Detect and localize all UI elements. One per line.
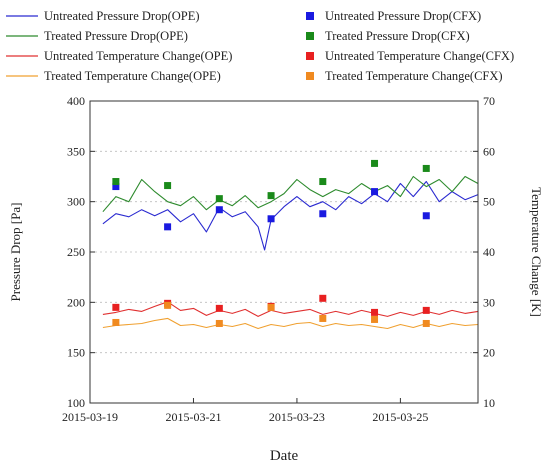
legend: Untreated Pressure Drop(OPE) Treated Pres…	[6, 9, 514, 83]
y2-tick-label: 30	[483, 295, 495, 309]
y2-tick-label: 60	[483, 144, 495, 158]
x-tick-label: 2015-03-25	[372, 410, 428, 424]
legend-swatch	[306, 32, 314, 40]
x-tick-label: 2015-03-21	[165, 410, 221, 424]
series-marker	[319, 294, 327, 302]
y2-tick-label: 10	[483, 396, 495, 410]
series-marker	[164, 301, 172, 309]
axes: 100 150 200 250 300 350 400 10 20 30 40 50 60 70 2015-…	[62, 94, 495, 424]
y-tick-label: 200	[67, 295, 85, 309]
series-line	[102, 317, 479, 330]
legend-swatch	[306, 72, 314, 80]
y-axis-title-left: Pressure Drop [Pa]	[8, 203, 23, 302]
series-marker	[112, 318, 120, 326]
series-marker	[215, 206, 223, 214]
series-marker	[422, 164, 430, 172]
legend-swatch	[306, 12, 314, 20]
series-line	[102, 301, 479, 317]
series-marker	[164, 223, 172, 231]
y-tick-label: 250	[67, 245, 85, 259]
legend-swatch	[306, 52, 314, 60]
series-line	[102, 175, 479, 213]
series-marker	[371, 308, 379, 316]
y2-tick-label: 50	[483, 195, 495, 209]
legend-label: Untreated Temperature Change(CFX)	[325, 49, 514, 63]
series-marker	[215, 319, 223, 327]
series-marker	[422, 319, 430, 327]
series-marker	[371, 159, 379, 167]
series-marker	[319, 314, 327, 322]
series-marker	[164, 182, 172, 190]
x-axis-title: Date	[270, 448, 299, 464]
y-tick-label: 150	[67, 346, 85, 360]
legend-label: Untreated Temperature Change(OPE)	[44, 49, 232, 63]
legend-label: Treated Pressure Drop(OPE)	[44, 29, 188, 43]
series-marker	[112, 303, 120, 311]
legend-label: Treated Temperature Change(CFX)	[325, 69, 503, 83]
legend-label: Untreated Pressure Drop(OPE)	[44, 9, 200, 23]
series-marker	[371, 315, 379, 323]
series-marker	[319, 210, 327, 218]
series-marker	[371, 188, 379, 196]
series-marker	[267, 303, 275, 311]
series-marker	[267, 192, 275, 200]
y-tick-label: 300	[67, 195, 85, 209]
y-tick-label: 400	[67, 94, 85, 108]
x-tick-label: 2015-03-19	[62, 410, 118, 424]
y-axis-title-right: Temperature Change [K]	[529, 187, 544, 317]
plot-frame	[89, 100, 479, 404]
series-marker	[112, 183, 120, 191]
y-tick-label: 100	[67, 396, 85, 410]
series-marker	[215, 304, 223, 312]
y2-tick-label: 20	[483, 346, 495, 360]
series-marker	[215, 195, 223, 203]
legend-label: Treated Temperature Change(OPE)	[44, 69, 221, 83]
y-tick-label: 350	[67, 144, 85, 158]
y2-tick-label: 40	[483, 245, 495, 259]
series-marker	[422, 306, 430, 314]
series-line	[102, 180, 479, 251]
legend-label: Treated Pressure Drop(CFX)	[325, 29, 470, 43]
legend-label: Untreated Pressure Drop(CFX)	[325, 9, 481, 23]
series-marker	[267, 215, 275, 223]
series-layer	[102, 159, 479, 330]
series-marker	[422, 212, 430, 220]
x-tick-label: 2015-03-23	[269, 410, 325, 424]
series-marker	[319, 178, 327, 186]
series-marker	[112, 178, 120, 186]
y2-tick-label: 70	[483, 94, 495, 108]
